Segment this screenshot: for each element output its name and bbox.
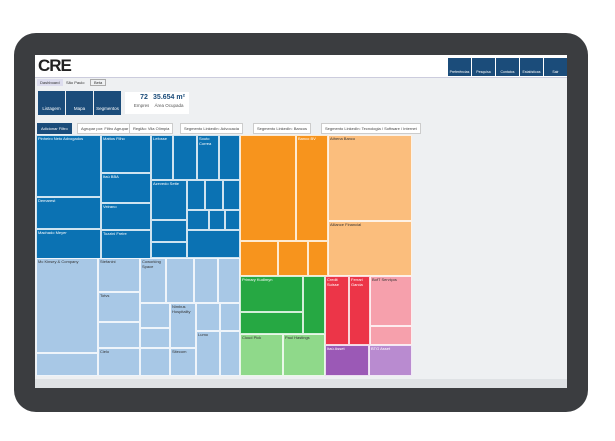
filter-chip[interactable]: Segmento LinkedIn: Advocacia (180, 123, 243, 134)
treemap-tile[interactable]: Souto Correa (197, 135, 219, 180)
badge: Beta (90, 79, 107, 86)
treemap-tile[interactable]: Nimbus Hospitality (170, 303, 196, 348)
toolbar-button[interactable]: Listagem (38, 91, 65, 115)
treemap-tile[interactable]: Primary Kudimyn (240, 276, 303, 312)
treemap-tile[interactable] (240, 135, 296, 241)
treemap-tile[interactable] (196, 303, 220, 331)
treemap-tile[interactable]: Mc Kinsey & Company (36, 258, 98, 353)
treemap-tile[interactable]: Credit Suisse (325, 276, 349, 345)
nav-button[interactable]: Estatísticas (519, 57, 544, 77)
treemap-tile[interactable] (240, 312, 303, 334)
treemap-tile[interactable]: Lumo (196, 331, 220, 376)
treemap-tile[interactable] (140, 328, 170, 348)
treemap-tile[interactable] (225, 210, 240, 230)
footer-bar (35, 379, 567, 388)
treemap-tile[interactable]: Itaú Asset (325, 345, 369, 376)
treemap-tile[interactable] (218, 258, 240, 303)
treemap-tile[interactable]: Pinheiro Neto Advogados (36, 135, 101, 197)
treemap-tile[interactable] (194, 258, 218, 303)
treemap-tile[interactable]: Lefosse (151, 135, 173, 180)
treemap-tile[interactable]: Banco BV (296, 135, 328, 241)
filter-chip[interactable]: Segmento LinkedIn: Bancos (253, 123, 312, 134)
stat-label: Área Ocupada (154, 103, 184, 108)
treemap-tile[interactable] (205, 180, 223, 210)
toolbar-button[interactable]: Mapa (66, 91, 93, 115)
treemap-tile[interactable] (219, 135, 240, 180)
screen: CRE Dashboard São Paulo Beta Listagem Ma… (35, 55, 567, 388)
treemap-tile[interactable]: Athena Banco (328, 135, 412, 221)
toolbar-button[interactable]: Segmentos (94, 91, 121, 115)
treemap-tile[interactable] (187, 230, 240, 258)
treemap-tile[interactable]: Veirano (101, 203, 151, 230)
stat-value: 35.654 m² (153, 94, 185, 101)
treemap-tile[interactable] (140, 303, 170, 328)
treemap-tile[interactable]: Alliance Financial (328, 221, 412, 276)
treemap-tile[interactable]: Tozzini Freire (101, 230, 151, 262)
nav-button[interactable]: Sair (543, 57, 567, 77)
treemap-tile[interactable]: Cloud Pick (240, 334, 283, 376)
treemap-tile[interactable]: Itaú BBA (101, 173, 151, 203)
filter-chip[interactable]: Região: Vila Olímpia (129, 123, 174, 134)
treemap-tile[interactable]: Mattos Filho (101, 135, 151, 173)
tab[interactable]: Dashboard (37, 79, 63, 86)
filter-action[interactable]: Adicionar Filtro (37, 123, 72, 134)
treemap-tile[interactable] (278, 241, 308, 276)
treemap-tile[interactable] (303, 276, 325, 334)
treemap-tile[interactable] (173, 135, 197, 180)
treemap-tile[interactable]: Totvs (98, 292, 140, 322)
tab[interactable]: São Paulo (66, 80, 85, 85)
treemap-tile[interactable] (187, 180, 205, 210)
treemap-tile[interactable]: Azevedo Sette (151, 180, 187, 220)
logo: CRE (38, 56, 72, 75)
treemap-tile[interactable] (151, 242, 187, 258)
treemap-tile[interactable] (36, 353, 98, 376)
treemap-tile[interactable] (140, 348, 170, 376)
nav-button[interactable]: Preferências (447, 57, 472, 77)
treemap-tile[interactable] (370, 326, 412, 345)
treemap-tile[interactable] (220, 331, 240, 376)
treemap-tile[interactable] (151, 220, 187, 242)
stat-label: Empresas (133, 103, 155, 108)
treemap-tile[interactable]: Ferrari Garcia (349, 276, 370, 345)
treemap-tile[interactable] (240, 241, 278, 276)
treemap-tile[interactable]: BofT Serviços (370, 276, 412, 326)
treemap-tile[interactable] (220, 303, 240, 331)
stat: 35.654 m² Área Ocupada (149, 92, 189, 114)
treemap-tile[interactable]: Paul Hastings (283, 334, 325, 376)
filter-chip[interactable]: Segmento LinkedIn: Tecnologia / Software… (321, 123, 421, 134)
treemap-tile[interactable]: Demarest (36, 197, 101, 229)
treemap-tile[interactable] (166, 258, 194, 303)
treemap-tile[interactable]: Coworking Space (140, 258, 166, 303)
treemap-tile[interactable] (308, 241, 328, 276)
treemap-tile[interactable] (187, 210, 209, 230)
nav-button[interactable]: Contatos (495, 57, 520, 77)
treemap-tile[interactable]: Stefanini (98, 258, 140, 292)
top-bar (35, 55, 567, 78)
nav-button[interactable]: Pesquisa (471, 57, 496, 77)
treemap-tile[interactable]: Cielo (98, 348, 140, 376)
treemap-tile[interactable] (98, 322, 140, 348)
treemap: Pinheiro Neto Advogados Mattos Filho Itaú … (36, 135, 413, 376)
treemap-tile[interactable] (209, 210, 225, 230)
filter-action[interactable]: Agrupar por: Filtro Agrupar (77, 123, 133, 134)
treemap-tile[interactable] (223, 180, 240, 210)
stat-value: 72 (140, 94, 148, 101)
treemap-tile[interactable]: Sitecom (170, 348, 196, 376)
treemap-tile[interactable]: BTG Asset (369, 345, 412, 376)
